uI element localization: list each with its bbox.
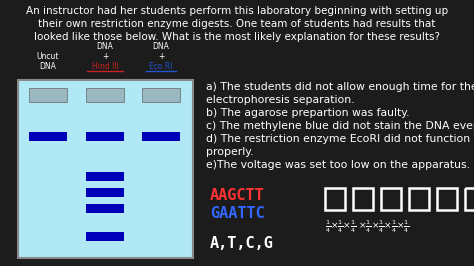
Bar	[86, 132, 124, 141]
Bar	[18, 80, 193, 258]
Bar	[29, 132, 67, 141]
Bar	[29, 88, 67, 102]
Bar	[86, 232, 124, 241]
Bar	[142, 132, 180, 141]
Text: AAGCTT: AAGCTT	[210, 188, 265, 203]
Bar	[437, 188, 457, 210]
Bar	[409, 188, 429, 210]
Text: DNA
+: DNA +	[153, 42, 169, 61]
Text: a) The students did not allow enough time for the
electrophoresis separation.
b): a) The students did not allow enough tim…	[206, 82, 474, 170]
Bar	[86, 88, 124, 102]
Bar	[381, 188, 401, 210]
Bar	[325, 188, 345, 210]
Text: DNA
+: DNA +	[97, 42, 113, 61]
Bar	[465, 188, 474, 210]
Text: An instructor had her students perform this laboratory beginning with setting up: An instructor had her students perform t…	[26, 6, 448, 41]
Bar	[353, 188, 373, 210]
Text: $\frac{1}{4}$×$\frac{1}{4}$×$\frac{1}{4}$ ×$\frac{1}{4}$×$\frac{1}{4}$×$\frac{1}: $\frac{1}{4}$×$\frac{1}{4}$×$\frac{1}{4}…	[325, 218, 410, 235]
Text: Uncut
DNA: Uncut DNA	[37, 52, 59, 71]
Bar	[86, 172, 124, 181]
Text: A,T,C,G: A,T,C,G	[210, 236, 274, 251]
Bar	[86, 188, 124, 197]
Text: Hind III: Hind III	[91, 62, 118, 71]
Bar	[86, 204, 124, 213]
Text: GAATTC: GAATTC	[210, 206, 265, 221]
Text: Eco RI: Eco RI	[149, 62, 173, 71]
Bar	[142, 88, 180, 102]
